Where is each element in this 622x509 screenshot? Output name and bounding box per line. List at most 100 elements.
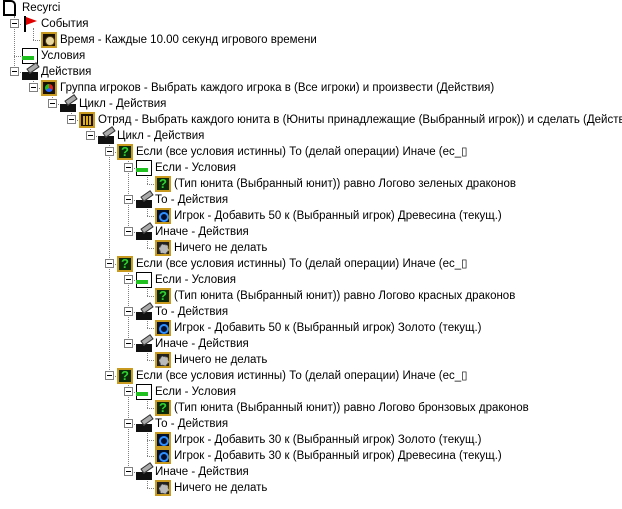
tree-node-label[interactable]: Игрок - Добавить 50 к (Выбранный игрок) … <box>174 210 502 222</box>
tree-node[interactable]: ? Если (все условия истинны) То (делай оп… <box>0 256 622 272</box>
question-icon: ? <box>155 400 171 416</box>
collapse-toggle[interactable] <box>124 339 133 348</box>
tree-node-label[interactable]: (Тип юнита (Выбранный юнит)) равно Логов… <box>174 290 516 302</box>
tree-node-label[interactable]: Ничего не делать <box>174 242 268 254</box>
tree-node[interactable]: То - Действия <box>0 416 622 432</box>
collapse-toggle[interactable] <box>105 259 114 268</box>
tree-node[interactable]: Игрок - Добавить 30 к (Выбранный игрок) … <box>0 448 622 464</box>
collapse-toggle[interactable] <box>10 67 19 76</box>
gear-icon <box>155 352 171 368</box>
tree-node[interactable]: Иначе - Действия <box>0 464 622 480</box>
collapse-toggle[interactable] <box>105 147 114 156</box>
collapse-toggle[interactable] <box>10 19 19 28</box>
action-icon <box>136 192 152 208</box>
tree-node[interactable]: Условия <box>0 48 622 64</box>
tree-node[interactable]: Действия <box>0 64 622 80</box>
collapse-toggle[interactable] <box>67 115 76 124</box>
tree-node[interactable]: ? (Тип юнита (Выбранный юнит)) равно Лого… <box>0 176 622 192</box>
tree-node[interactable]: То - Действия <box>0 192 622 208</box>
question-icon: ? <box>117 144 133 160</box>
tree-node[interactable]: Ничего не делать <box>0 240 622 256</box>
tree-node-label[interactable]: События <box>41 18 89 30</box>
tree-line <box>52 92 53 104</box>
tree-node[interactable]: Если - Условия <box>0 272 622 288</box>
tree-line <box>147 396 148 408</box>
gear-icon <box>155 480 171 496</box>
tree-line <box>128 156 129 232</box>
tree-node-label[interactable]: Цикл - Действия <box>117 130 205 142</box>
tree-node-label[interactable]: Иначе - Действия <box>155 226 249 238</box>
tree-node-label[interactable]: (Тип юнита (Выбранный юнит)) равно Логов… <box>174 402 529 414</box>
tree-node-label[interactable]: Игрок - Добавить 30 к (Выбранный игрок) … <box>174 450 502 462</box>
tree-node-label[interactable]: Время - Каждые 10.00 секунд игрового вре… <box>60 34 317 46</box>
collapse-toggle[interactable] <box>124 275 133 284</box>
tree-node-label[interactable]: Ничего не делать <box>174 354 268 366</box>
tree-node[interactable]: ? Если (все условия истинны) То (делай оп… <box>0 368 622 384</box>
unit-group-icon <box>79 112 95 128</box>
tree-node[interactable]: То - Действия <box>0 304 622 320</box>
tree-node-label[interactable]: Если (все условия истинны) То (делай опе… <box>136 370 468 382</box>
tree-node-label[interactable]: Если (все условия истинны) То (делай опе… <box>136 258 468 270</box>
tree-node-label[interactable]: Отряд - Выбрать каждого юнита в (Юниты п… <box>98 114 622 126</box>
tree-node[interactable]: Если - Условия <box>0 160 622 176</box>
tree-node[interactable]: Цикл - Действия <box>0 128 622 144</box>
collapse-toggle[interactable] <box>124 387 133 396</box>
condition-icon <box>22 48 38 64</box>
tree-node[interactable]: Recyrci <box>0 0 622 16</box>
tree-node[interactable]: Если - Условия <box>0 384 622 400</box>
tree-node[interactable]: Цикл - Действия <box>0 96 622 112</box>
condition-icon <box>136 384 152 400</box>
tree-node-label[interactable]: Действия <box>41 66 92 78</box>
tree-node[interactable]: Иначе - Действия <box>0 336 622 352</box>
tree-node-label[interactable]: Игрок - Добавить 50 к (Выбранный игрок) … <box>174 322 482 334</box>
tree-node[interactable]: Игрок - Добавить 50 к (Выбранный игрок) … <box>0 208 622 224</box>
collapse-toggle[interactable] <box>124 163 133 172</box>
action-icon <box>136 336 152 352</box>
collapse-toggle[interactable] <box>105 371 114 380</box>
tree-node-label[interactable]: Условия <box>41 50 86 62</box>
question-icon: ? <box>155 288 171 304</box>
tree-node-label[interactable]: Иначе - Действия <box>155 338 249 350</box>
gear-icon <box>155 240 171 256</box>
collapse-toggle[interactable] <box>48 99 57 108</box>
collapse-toggle[interactable] <box>124 195 133 204</box>
tree-node[interactable]: Игрок - Добавить 30 к (Выбранный игрок) … <box>0 432 622 448</box>
tree-line <box>147 204 148 216</box>
collapse-toggle[interactable] <box>124 419 133 428</box>
action-icon <box>98 128 114 144</box>
tree-node[interactable]: ? Если (все условия истинны) То (делай оп… <box>0 144 622 160</box>
tree-node-label[interactable]: Иначе - Действия <box>155 466 249 478</box>
tree-node-label[interactable]: Если - Условия <box>155 162 236 174</box>
tree-node-label[interactable]: То - Действия <box>155 306 229 318</box>
tree-node-label[interactable]: Группа игроков - Выбрать каждого игрока … <box>60 82 495 94</box>
collapse-toggle[interactable] <box>86 131 95 140</box>
tree-line <box>147 236 148 248</box>
tree-node-label[interactable]: Если (все условия истинны) То (делай опе… <box>136 146 468 158</box>
tree-node[interactable]: Время - Каждые 10.00 секунд игрового вре… <box>0 32 622 48</box>
tree-node[interactable]: Игрок - Добавить 50 к (Выбранный игрок) … <box>0 320 622 336</box>
tree-line <box>147 408 154 409</box>
tree-node-label[interactable]: Если - Условия <box>155 274 236 286</box>
tree-node-label[interactable]: Ничего не делать <box>174 482 268 494</box>
tree-node[interactable]: ? (Тип юнита (Выбранный юнит)) равно Лого… <box>0 288 622 304</box>
tree-node-label[interactable]: То - Действия <box>155 418 229 430</box>
tree-node-label[interactable]: (Тип юнита (Выбранный юнит)) равно Логов… <box>174 178 517 190</box>
tree-node-label[interactable]: Если - Условия <box>155 386 236 398</box>
tree-node-label[interactable]: Игрок - Добавить 30 к (Выбранный игрок) … <box>174 434 482 446</box>
tree-node[interactable]: Отряд - Выбрать каждого юнита в (Юниты п… <box>0 112 622 128</box>
tree-node[interactable]: ? (Тип юнита (Выбранный юнит)) равно Лого… <box>0 400 622 416</box>
collapse-toggle[interactable] <box>124 227 133 236</box>
collapse-toggle[interactable] <box>124 307 133 316</box>
tree-node-label[interactable]: Recyrci <box>22 2 61 14</box>
tree-node[interactable]: Ничего не делать <box>0 352 622 368</box>
tree-node[interactable]: События <box>0 16 622 32</box>
collapse-toggle[interactable] <box>124 467 133 476</box>
tree-node-label[interactable]: То - Действия <box>155 194 229 206</box>
tree-node-label[interactable]: Цикл - Действия <box>79 98 167 110</box>
tree-node[interactable]: Группа игроков - Выбрать каждого игрока … <box>0 80 622 96</box>
player-icon <box>155 432 171 448</box>
tree-node[interactable]: Иначе - Действия <box>0 224 622 240</box>
tree-node[interactable]: Ничего не делать <box>0 480 622 496</box>
collapse-toggle[interactable] <box>29 83 38 92</box>
